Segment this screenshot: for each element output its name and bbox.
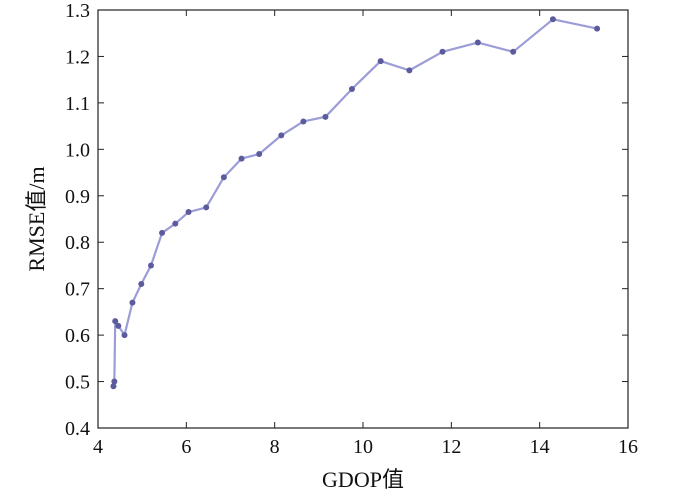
data-point — [549, 16, 556, 23]
data-point — [238, 155, 245, 162]
data-point — [121, 332, 128, 339]
data-point — [115, 322, 122, 329]
y-tick-label: 0.5 — [65, 372, 90, 394]
y-tick-label: 0.9 — [65, 186, 90, 208]
data-point — [377, 58, 384, 65]
data-point — [406, 67, 413, 74]
data-point — [439, 48, 446, 55]
data-point — [111, 378, 118, 385]
y-tick-label: 1.1 — [65, 93, 90, 115]
data-series — [110, 16, 601, 390]
data-point — [322, 113, 329, 120]
y-tick-label: 0.7 — [65, 279, 90, 301]
data-point — [474, 39, 481, 46]
y-tick-label: 1.2 — [65, 46, 90, 68]
x-tick-label: 10 — [353, 436, 373, 458]
x-tick-label: 6 — [181, 436, 191, 458]
y-tick-label: 0.4 — [65, 418, 90, 440]
data-point — [348, 85, 355, 92]
x-tick-label: 4 — [93, 436, 103, 458]
data-point — [159, 229, 166, 236]
data-point — [148, 262, 154, 269]
data-point — [300, 118, 307, 125]
data-point — [220, 174, 227, 181]
axis-ticks — [97, 9, 629, 429]
series-line — [112, 18, 598, 387]
data-point — [185, 209, 192, 216]
axis-tick-labels: 4 6 8 10 12 14 16 0.4 0.5 0.6 0.7 0.8 0.9 1.0 1.1 1.2 1.… — [65, 0, 638, 458]
data-point — [129, 299, 136, 306]
data-point — [110, 383, 117, 390]
data-point — [510, 48, 517, 55]
data-point — [594, 25, 601, 32]
data-point — [203, 204, 210, 211]
data-point — [112, 318, 119, 325]
y-tick-label: 1.3 — [65, 0, 90, 22]
x-axis-title: GDOP值 — [322, 467, 404, 492]
data-point — [278, 132, 285, 139]
y-tick-label: 0.8 — [65, 232, 90, 254]
x-tick-label: 16 — [618, 436, 638, 458]
y-tick-label: 0.6 — [65, 325, 90, 347]
data-point — [138, 281, 145, 288]
x-tick-label: 12 — [441, 436, 461, 458]
data-point — [256, 150, 263, 157]
x-tick-label: 8 — [270, 436, 280, 458]
plot-frame — [97, 9, 629, 429]
data-point — [172, 220, 179, 227]
y-axis-title: RMSE值/m — [24, 166, 49, 271]
x-tick-label: 14 — [530, 436, 550, 458]
y-tick-label: 1.0 — [65, 139, 90, 161]
